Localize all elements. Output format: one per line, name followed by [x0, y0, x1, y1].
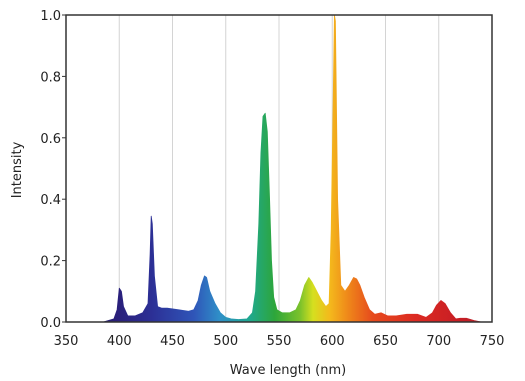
- grid-lines: [118, 15, 440, 322]
- y-tick-label: 0.2: [40, 255, 61, 270]
- y-tick-label: 0.4: [40, 193, 61, 208]
- x-tick-label: 650: [373, 334, 398, 349]
- x-axis-title: Wave length (nm): [230, 363, 346, 378]
- y-tick-label: 0.6: [40, 132, 61, 147]
- y-tick-label: 1.0: [40, 9, 61, 24]
- x-tick-label: 450: [160, 334, 185, 349]
- spectrum-series: [102, 14, 482, 323]
- y-tick-label: 0.8: [40, 70, 61, 85]
- x-tick-label: 500: [213, 334, 238, 349]
- x-tick-label: 550: [267, 334, 292, 349]
- spectrum-area: [102, 14, 482, 323]
- x-tick-label: 350: [54, 334, 79, 349]
- y-axis-title: Intensity: [10, 141, 25, 198]
- x-tick-label: 750: [480, 334, 505, 349]
- x-axis-ticks: 350 400 450 500 550 600 650 700 750: [54, 334, 505, 349]
- plot-frame: [65, 14, 493, 323]
- x-tick-label: 700: [426, 334, 451, 349]
- y-tick-label: 0.0: [40, 316, 61, 331]
- x-tick-label: 400: [107, 334, 132, 349]
- y-axis-ticks: 0.0 0.2 0.4 0.6 0.8 1.0: [40, 9, 66, 331]
- x-tick-label: 600: [320, 334, 345, 349]
